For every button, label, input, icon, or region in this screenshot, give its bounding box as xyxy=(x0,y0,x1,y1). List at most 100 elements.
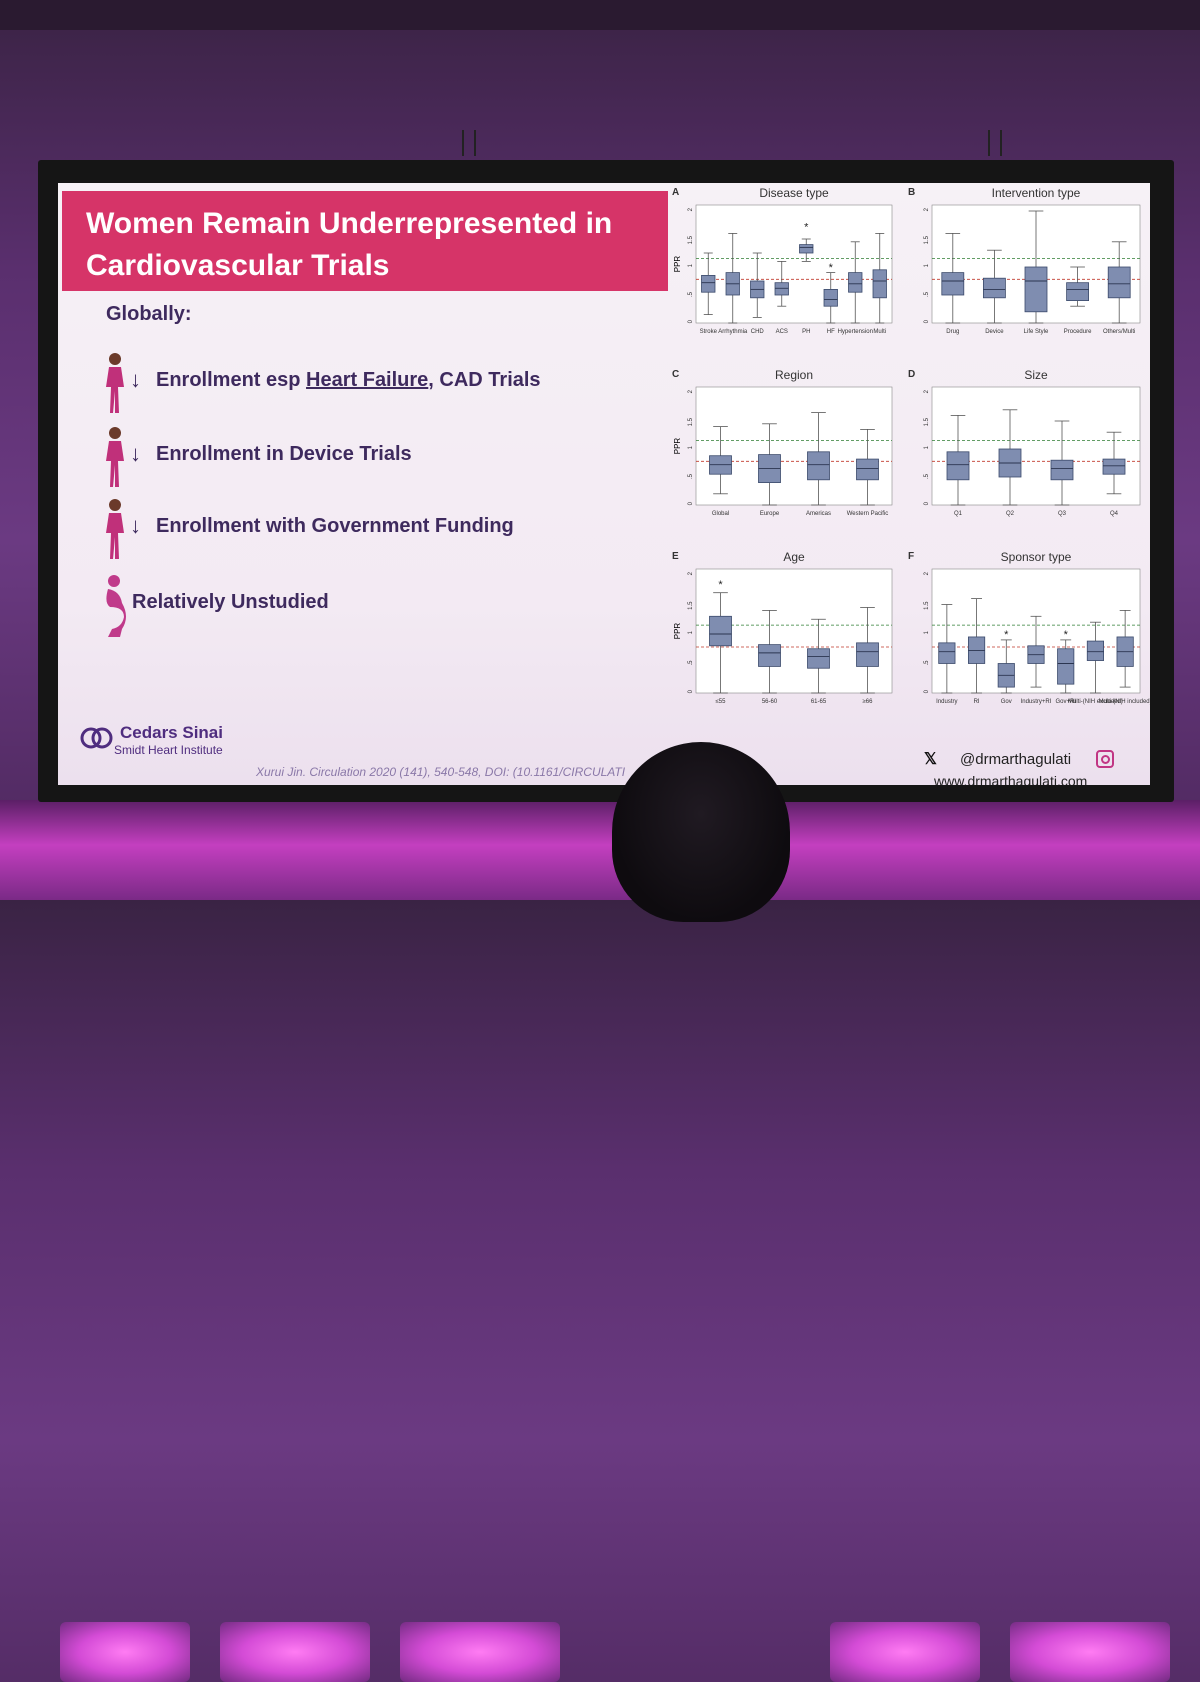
box xyxy=(946,451,970,481)
x-tick-label: Gov+RI xyxy=(1055,699,1076,705)
audience-head-silhouette xyxy=(612,742,790,922)
x-tick-label: ACS xyxy=(776,329,788,335)
y-tick-label: 1.5 xyxy=(688,417,694,426)
x-tick-label: Industry xyxy=(936,699,957,705)
box xyxy=(938,642,956,664)
box xyxy=(701,275,716,293)
box xyxy=(941,272,965,296)
x-tick-label: HF xyxy=(827,329,835,335)
y-tick-label: .5 xyxy=(688,291,694,297)
cedars-sinai-logo-icon xyxy=(80,727,113,749)
y-tick-label: .5 xyxy=(924,473,930,479)
y-tick-label: 2 xyxy=(924,571,930,575)
x-tick-label: Life Style xyxy=(1024,329,1049,335)
logo-subname: Smidt Heart Institute xyxy=(114,743,223,757)
down-arrow-icon: ↓ xyxy=(130,513,141,538)
box xyxy=(872,269,887,299)
down-arrow-icon: ↓ xyxy=(130,367,141,392)
box xyxy=(856,642,879,667)
x-tick-label: Drug xyxy=(946,329,959,335)
y-tick-label: 1 xyxy=(924,263,930,267)
panel-letter: D xyxy=(908,369,915,380)
panel-title: Size xyxy=(1024,368,1048,382)
woman-figure-icon xyxy=(106,353,124,413)
led-panel xyxy=(1010,1622,1170,1682)
panel-title: Region xyxy=(775,368,813,382)
outlier-marker: * xyxy=(1064,629,1069,641)
outlier-marker: * xyxy=(718,579,723,591)
plot-area xyxy=(695,386,893,506)
y-tick-label: 2 xyxy=(688,207,694,211)
x-tick-label: Western Pacific xyxy=(847,511,889,517)
woman-figure-icon xyxy=(106,427,124,487)
social-handle: @drmarthagulati xyxy=(960,751,1072,768)
bullet-text: Enrollment in Device Trials xyxy=(156,443,412,465)
y-tick-label: 0 xyxy=(924,689,930,693)
outlier-marker: * xyxy=(804,222,809,234)
x-tick-label: Q3 xyxy=(1058,511,1067,517)
box xyxy=(982,277,1006,299)
y-tick-label: 0 xyxy=(688,689,694,693)
box xyxy=(807,648,830,669)
y-tick-label: 1 xyxy=(688,263,694,267)
y-tick-label: .5 xyxy=(924,660,930,666)
box xyxy=(1086,640,1104,661)
x-tick-label: Q1 xyxy=(954,511,963,517)
box xyxy=(823,289,838,307)
bullet-item: ↓ Enrollment with Government Funding xyxy=(98,497,618,559)
led-panel xyxy=(400,1622,560,1682)
x-tick-label: Others/Multi xyxy=(1103,329,1135,335)
instagram-icon xyxy=(1096,750,1114,768)
panel-letter: A xyxy=(672,187,679,198)
panel-title: Age xyxy=(783,550,805,564)
logo-name: Cedars Sinai xyxy=(120,723,223,742)
box xyxy=(1057,648,1075,685)
box xyxy=(709,615,732,647)
y-tick-label: 1 xyxy=(924,630,930,634)
box xyxy=(807,451,830,481)
box xyxy=(1102,458,1126,475)
x-tick-label: Global xyxy=(712,511,729,517)
plot-area xyxy=(931,386,1141,506)
website: www.drmarthagulati.com xyxy=(934,773,1088,785)
x-tick-label: ≤55 xyxy=(716,699,727,705)
bullet-text: Enrollment esp Heart Failure, CAD Trials xyxy=(156,369,541,391)
y-tick-label: 1 xyxy=(688,630,694,634)
y-axis-label: PPR xyxy=(673,438,682,455)
panel-letter: E xyxy=(672,551,679,562)
led-panel xyxy=(220,1622,370,1682)
panel-letter: B xyxy=(908,187,915,198)
x-tick-label: Multi xyxy=(873,329,886,335)
y-axis-label: PPR xyxy=(673,256,682,273)
x-tick-label: Stroke xyxy=(700,329,718,335)
x-tick-label: ≥66 xyxy=(863,699,874,705)
x-tick-label: Americas xyxy=(806,511,831,517)
y-tick-label: 0 xyxy=(688,319,694,323)
box xyxy=(856,458,879,481)
box xyxy=(1107,266,1131,299)
box xyxy=(848,272,863,293)
title-banner: Women Remain Underrepresented in Cardiov… xyxy=(62,191,668,291)
x-tick-label: Hypertension xyxy=(838,329,873,335)
y-tick-label: 2 xyxy=(688,571,694,575)
led-panel xyxy=(830,1622,980,1682)
bullet-item: ↓ Enrollment in Device Trials xyxy=(98,425,618,487)
y-tick-label: 1.5 xyxy=(688,601,694,610)
x-tick-label: Industry+RI xyxy=(1021,699,1052,705)
y-tick-label: 1.5 xyxy=(924,417,930,426)
panel-letter: F xyxy=(908,551,914,562)
x-tick-label: 56-60 xyxy=(762,699,778,705)
outlier-marker: * xyxy=(1004,629,1009,641)
y-tick-label: .5 xyxy=(924,291,930,297)
bullet-text: Enrollment with Government Funding xyxy=(156,515,514,537)
screen-hook-right xyxy=(988,130,1002,156)
presentation-slide: Women Remain Underrepresented in Cardiov… xyxy=(58,183,1150,785)
y-tick-label: 2 xyxy=(924,389,930,393)
y-tick-label: .5 xyxy=(688,660,694,666)
x-tick-label: Europe xyxy=(760,511,780,517)
y-tick-label: 1.5 xyxy=(924,601,930,610)
citation: Xurui Jin. Circulation 2020 (141), 540-5… xyxy=(256,765,626,779)
y-tick-label: 0 xyxy=(688,501,694,505)
panel-title: Intervention type xyxy=(992,186,1081,200)
